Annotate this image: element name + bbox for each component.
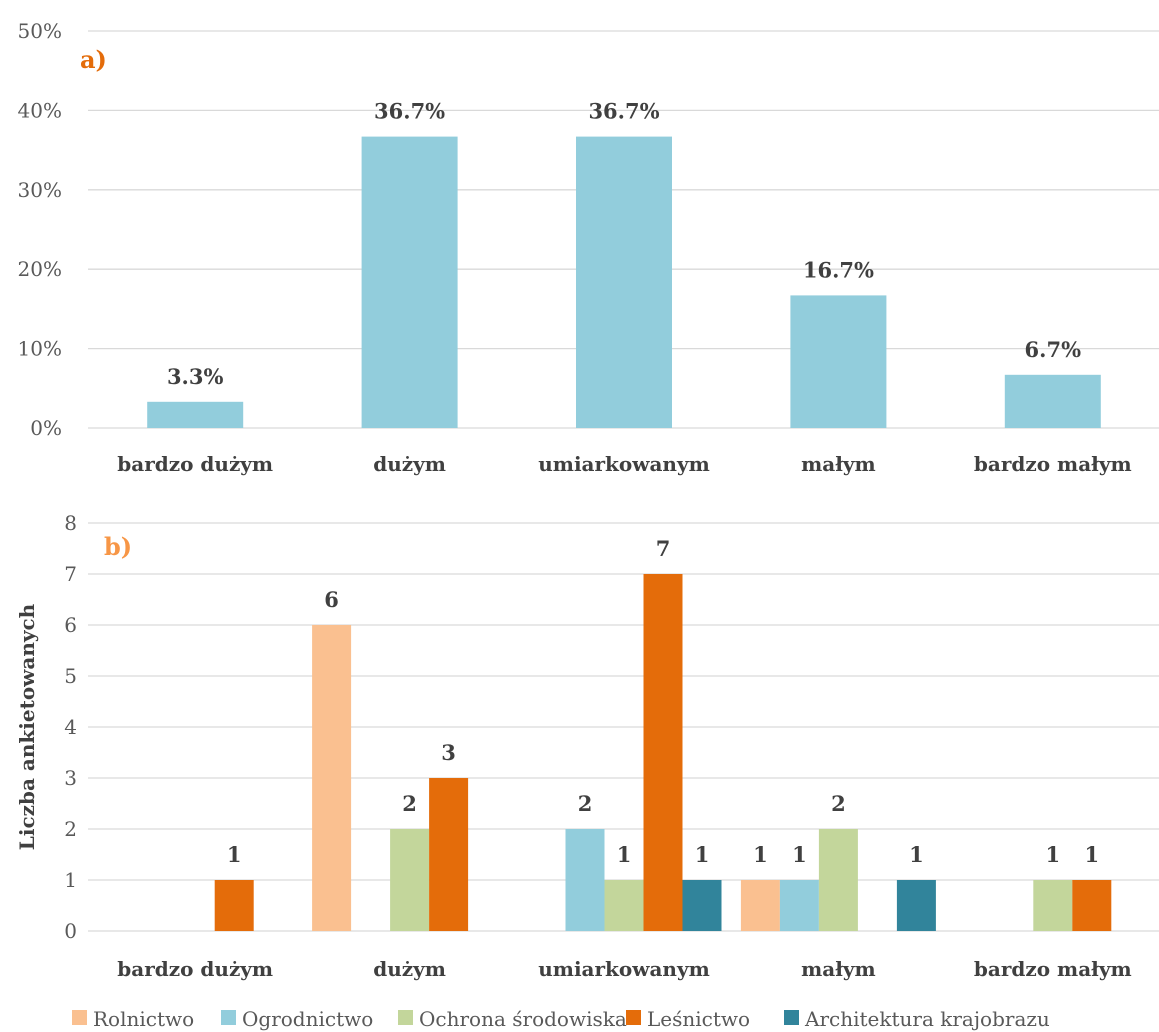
- y-tick-label-b: 2: [64, 817, 77, 841]
- legend-swatch: [398, 1010, 413, 1025]
- x-category-label-a: małym: [801, 452, 876, 476]
- bar-b: [1072, 880, 1112, 931]
- y-tick-label-b: 3: [64, 766, 77, 790]
- x-category-label-b: dużym: [373, 957, 446, 981]
- bar-b: [779, 880, 819, 931]
- data-label-a: 6.7%: [1025, 337, 1082, 362]
- bar-a: [1004, 374, 1101, 428]
- x-category-label-b: bardzo małym: [974, 957, 1132, 981]
- data-label-b: 6: [324, 587, 339, 612]
- x-category-label-b: umiarkowanym: [538, 957, 710, 981]
- x-category-label-a: bardzo dużym: [117, 452, 273, 476]
- y-tick-label-b: 6: [64, 613, 77, 637]
- y-tick-label-a: 10%: [18, 337, 62, 361]
- legend-label: Rolnictwo: [93, 1007, 194, 1031]
- data-label-b: 7: [656, 536, 671, 561]
- bar-b: [682, 880, 722, 931]
- bar-a: [576, 136, 672, 429]
- legend-label: Ogrodnictwo: [242, 1007, 373, 1031]
- legend-swatch: [784, 1010, 799, 1025]
- bar-b: [740, 880, 780, 931]
- data-label-b: 1: [1084, 842, 1099, 867]
- y-tick-label-a: 20%: [18, 257, 62, 281]
- legend-label: Leśnictwo: [647, 1007, 750, 1031]
- y-tick-label-b: 8: [64, 511, 77, 535]
- data-label-b: 1: [617, 842, 632, 867]
- bar-a: [361, 136, 458, 429]
- y-tick-label-b: 1: [64, 868, 77, 892]
- data-label-b: 1: [753, 842, 768, 867]
- data-label-b: 3: [441, 740, 456, 765]
- data-label-b: 1: [909, 842, 924, 867]
- y-axis-title-b: Liczba ankietowanych: [15, 603, 39, 850]
- bar-b: [312, 625, 352, 931]
- y-tick-label-b: 0: [64, 919, 77, 943]
- data-label-a: 36.7%: [588, 99, 659, 124]
- y-tick-label-a: 30%: [18, 178, 62, 202]
- x-category-label-a: bardzo małym: [974, 452, 1132, 476]
- bar-b: [214, 880, 254, 931]
- y-tick-label-b: 7: [64, 562, 77, 586]
- data-label-b: 2: [831, 791, 846, 816]
- data-label-b: 1: [695, 842, 710, 867]
- bar-b: [896, 880, 936, 931]
- bar-b: [390, 829, 430, 931]
- chart-a: 0% 10% 20% 30% 40% 50% 3.3% bardzo dużym 36.7% du…: [18, 19, 1159, 476]
- bar-a: [147, 401, 244, 428]
- legend: Rolnictwo Ogrodnictwo Ochrona środowiska Le…: [72, 1007, 1050, 1031]
- x-category-label-a: dużym: [373, 452, 446, 476]
- x-category-label-b: małym: [801, 957, 876, 981]
- legend-swatch: [72, 1010, 87, 1025]
- y-tick-label-a: 40%: [18, 98, 62, 122]
- bar-b: [565, 829, 605, 931]
- panel-label-b: b): [104, 532, 132, 561]
- data-label-a: 36.7%: [374, 99, 445, 124]
- legend-label: Ochrona środowiska: [419, 1007, 627, 1031]
- bar-b: [818, 829, 858, 931]
- bar-b: [429, 778, 469, 931]
- data-label-b: 2: [578, 791, 593, 816]
- legend-swatch: [626, 1010, 641, 1025]
- x-category-label-a: umiarkowanym: [538, 452, 710, 476]
- bar-b: [643, 574, 683, 931]
- y-tick-label-a: 0%: [30, 416, 62, 440]
- data-label-b: 2: [402, 791, 417, 816]
- data-label-b: 1: [1045, 842, 1060, 867]
- y-tick-label-a: 50%: [18, 19, 62, 43]
- chart-b: 0 1 2 3 4 5 6 7 8 1 bardzo dużym 6 2 3 dużym 2 1 7 1 umiark…: [15, 511, 1159, 981]
- data-label-a: 3.3%: [167, 364, 224, 389]
- data-label-b: 1: [227, 842, 242, 867]
- bar-a: [790, 295, 887, 428]
- panel-label-a: a): [80, 45, 107, 74]
- legend-label: Architektura krajobrazu: [804, 1007, 1050, 1031]
- data-label-b: 1: [792, 842, 807, 867]
- y-tick-label-b: 5: [64, 664, 77, 688]
- legend-swatch: [221, 1010, 236, 1025]
- data-label-a: 16.7%: [803, 257, 874, 282]
- bar-b: [1033, 880, 1073, 931]
- y-tick-label-b: 4: [64, 715, 77, 739]
- bar-b: [604, 880, 644, 931]
- x-category-label-b: bardzo dużym: [117, 957, 273, 981]
